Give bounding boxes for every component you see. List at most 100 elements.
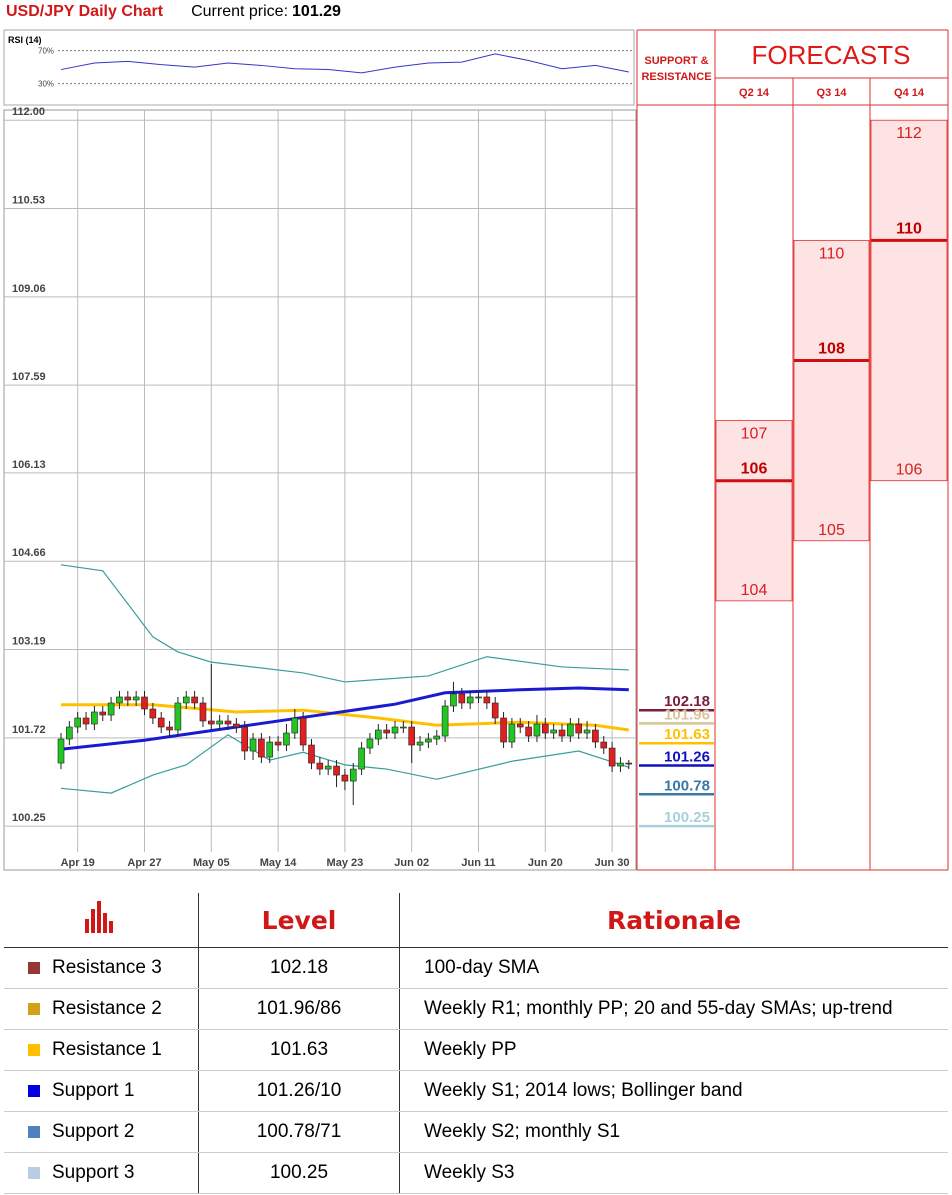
y-tick-label: 109.06 <box>12 283 46 295</box>
candle-body <box>541 723 549 734</box>
forecast-low: 105 <box>818 522 845 539</box>
candle-body <box>333 765 340 776</box>
candle-body <box>116 696 123 704</box>
candle-body <box>374 729 382 740</box>
candle-body <box>567 723 574 737</box>
candle-body <box>141 696 148 710</box>
candle-body <box>516 723 524 728</box>
candle-body <box>57 738 65 764</box>
level-label: 100.25 <box>664 809 710 826</box>
candle-body <box>416 741 424 746</box>
levels-title: SUPPORT & RESISTANCE <box>641 55 712 83</box>
x-tick-label: Jun 11 <box>461 857 495 869</box>
forecast-high: 112 <box>896 125 922 142</box>
candle-body <box>99 711 107 716</box>
row-level: 100.25 <box>198 1152 400 1194</box>
candle-body <box>458 693 466 704</box>
x-tick-label: May 14 <box>260 857 298 869</box>
candle-body <box>299 717 307 746</box>
forecast-high: 110 <box>819 245 845 262</box>
row-name: Resistance 3 <box>52 957 162 978</box>
candle-body <box>400 726 407 729</box>
forecast-low: 106 <box>896 462 923 479</box>
candle-body <box>233 723 240 728</box>
candle-body <box>208 720 215 725</box>
candle-body <box>550 729 557 734</box>
candle-body <box>483 696 491 704</box>
row-rationale: Weekly S1; 2014 lows; Bollinger band <box>399 1070 948 1112</box>
candle-body <box>291 717 299 734</box>
price-label: Current price: <box>191 3 289 20</box>
y-tick-label: 107.59 <box>12 371 46 383</box>
rsi-title: RSI (14) <box>8 35 42 45</box>
level-label: 101.96 <box>664 706 710 723</box>
candle-body <box>391 726 399 734</box>
row-name-cell: Support 1 <box>4 1070 199 1112</box>
candle-body <box>316 762 324 770</box>
candle-body <box>349 768 357 782</box>
table-row: Resistance 3 102.18 100-day SMA <box>4 947 948 989</box>
x-tick-label: Apr 27 <box>127 857 161 869</box>
candle-body <box>466 696 474 704</box>
chart: 112.00 110.53 109.06 107.59 106.13 104.66 103.… <box>3 29 949 871</box>
indicator-line <box>60 564 629 683</box>
table-row: Resistance 2 101.96/86 Weekly R1; monthly … <box>4 988 948 1030</box>
candle-body <box>308 744 315 764</box>
table-header: Level Rationale <box>4 893 948 948</box>
candle-body <box>617 762 624 767</box>
candle-body <box>600 741 608 749</box>
candle-body <box>533 723 541 737</box>
row-level: 101.96/86 <box>198 988 400 1030</box>
candle-body <box>241 726 248 752</box>
candle-body <box>157 717 165 728</box>
y-tick-label: 70% <box>38 47 54 56</box>
candle-body <box>66 726 73 740</box>
candle-body <box>199 702 207 722</box>
candle-body <box>249 738 257 752</box>
candle-body <box>191 696 198 704</box>
row-swatch <box>28 961 40 974</box>
row-level: 102.18 <box>198 947 400 989</box>
candle-body <box>508 723 516 743</box>
candle-body <box>149 708 157 719</box>
indicator-line <box>60 686 629 751</box>
row-rationale: Weekly PP <box>399 1029 948 1071</box>
candle-body <box>575 723 583 734</box>
candle-body <box>475 696 482 699</box>
y-tick-label: 112.00 <box>12 106 45 118</box>
row-level: 101.26/10 <box>198 1070 400 1112</box>
level-label: 101.26 <box>664 748 710 765</box>
candle-body <box>383 729 390 734</box>
y-tick-label: 106.13 <box>12 459 46 471</box>
y-tick-label: 100.25 <box>12 812 46 824</box>
forecast-low: 104 <box>741 582 768 599</box>
column-header: Rationale <box>399 893 948 948</box>
level-label: 101.63 <box>664 726 710 743</box>
row-level: 100.78/71 <box>198 1111 400 1153</box>
row-name: Support 3 <box>52 1162 135 1183</box>
candle-body <box>625 762 633 765</box>
x-tick-label: Apr 19 <box>61 857 95 869</box>
quarter-label: Q4 14 <box>894 87 925 99</box>
y-tick-label: 104.66 <box>12 547 46 559</box>
row-name: Resistance 1 <box>52 1039 162 1060</box>
level-label: 102.18 <box>664 693 710 710</box>
candle-body <box>132 696 140 701</box>
table-body: Resistance 3 102.18 100-day SMA Resistance … <box>4 947 948 1194</box>
candle-body <box>583 729 591 734</box>
forecast-range <box>870 119 948 482</box>
forecast-mid-label: 106 <box>741 461 768 478</box>
chart-title: USD/JPY Daily Chart <box>6 3 164 20</box>
y-tick-label: 101.72 <box>12 724 46 736</box>
candle-body <box>558 729 566 737</box>
candle-body <box>358 747 365 770</box>
row-name-cell: Support 3 <box>4 1152 199 1194</box>
candle-body <box>124 696 132 701</box>
forecasts-title: FORECASTS <box>752 40 911 70</box>
price: 101.29 <box>292 3 341 20</box>
rsi-frame <box>3 29 635 106</box>
rsi-line <box>60 53 629 74</box>
plot-frame <box>3 109 637 871</box>
row-name-cell: Resistance 2 <box>4 988 199 1030</box>
